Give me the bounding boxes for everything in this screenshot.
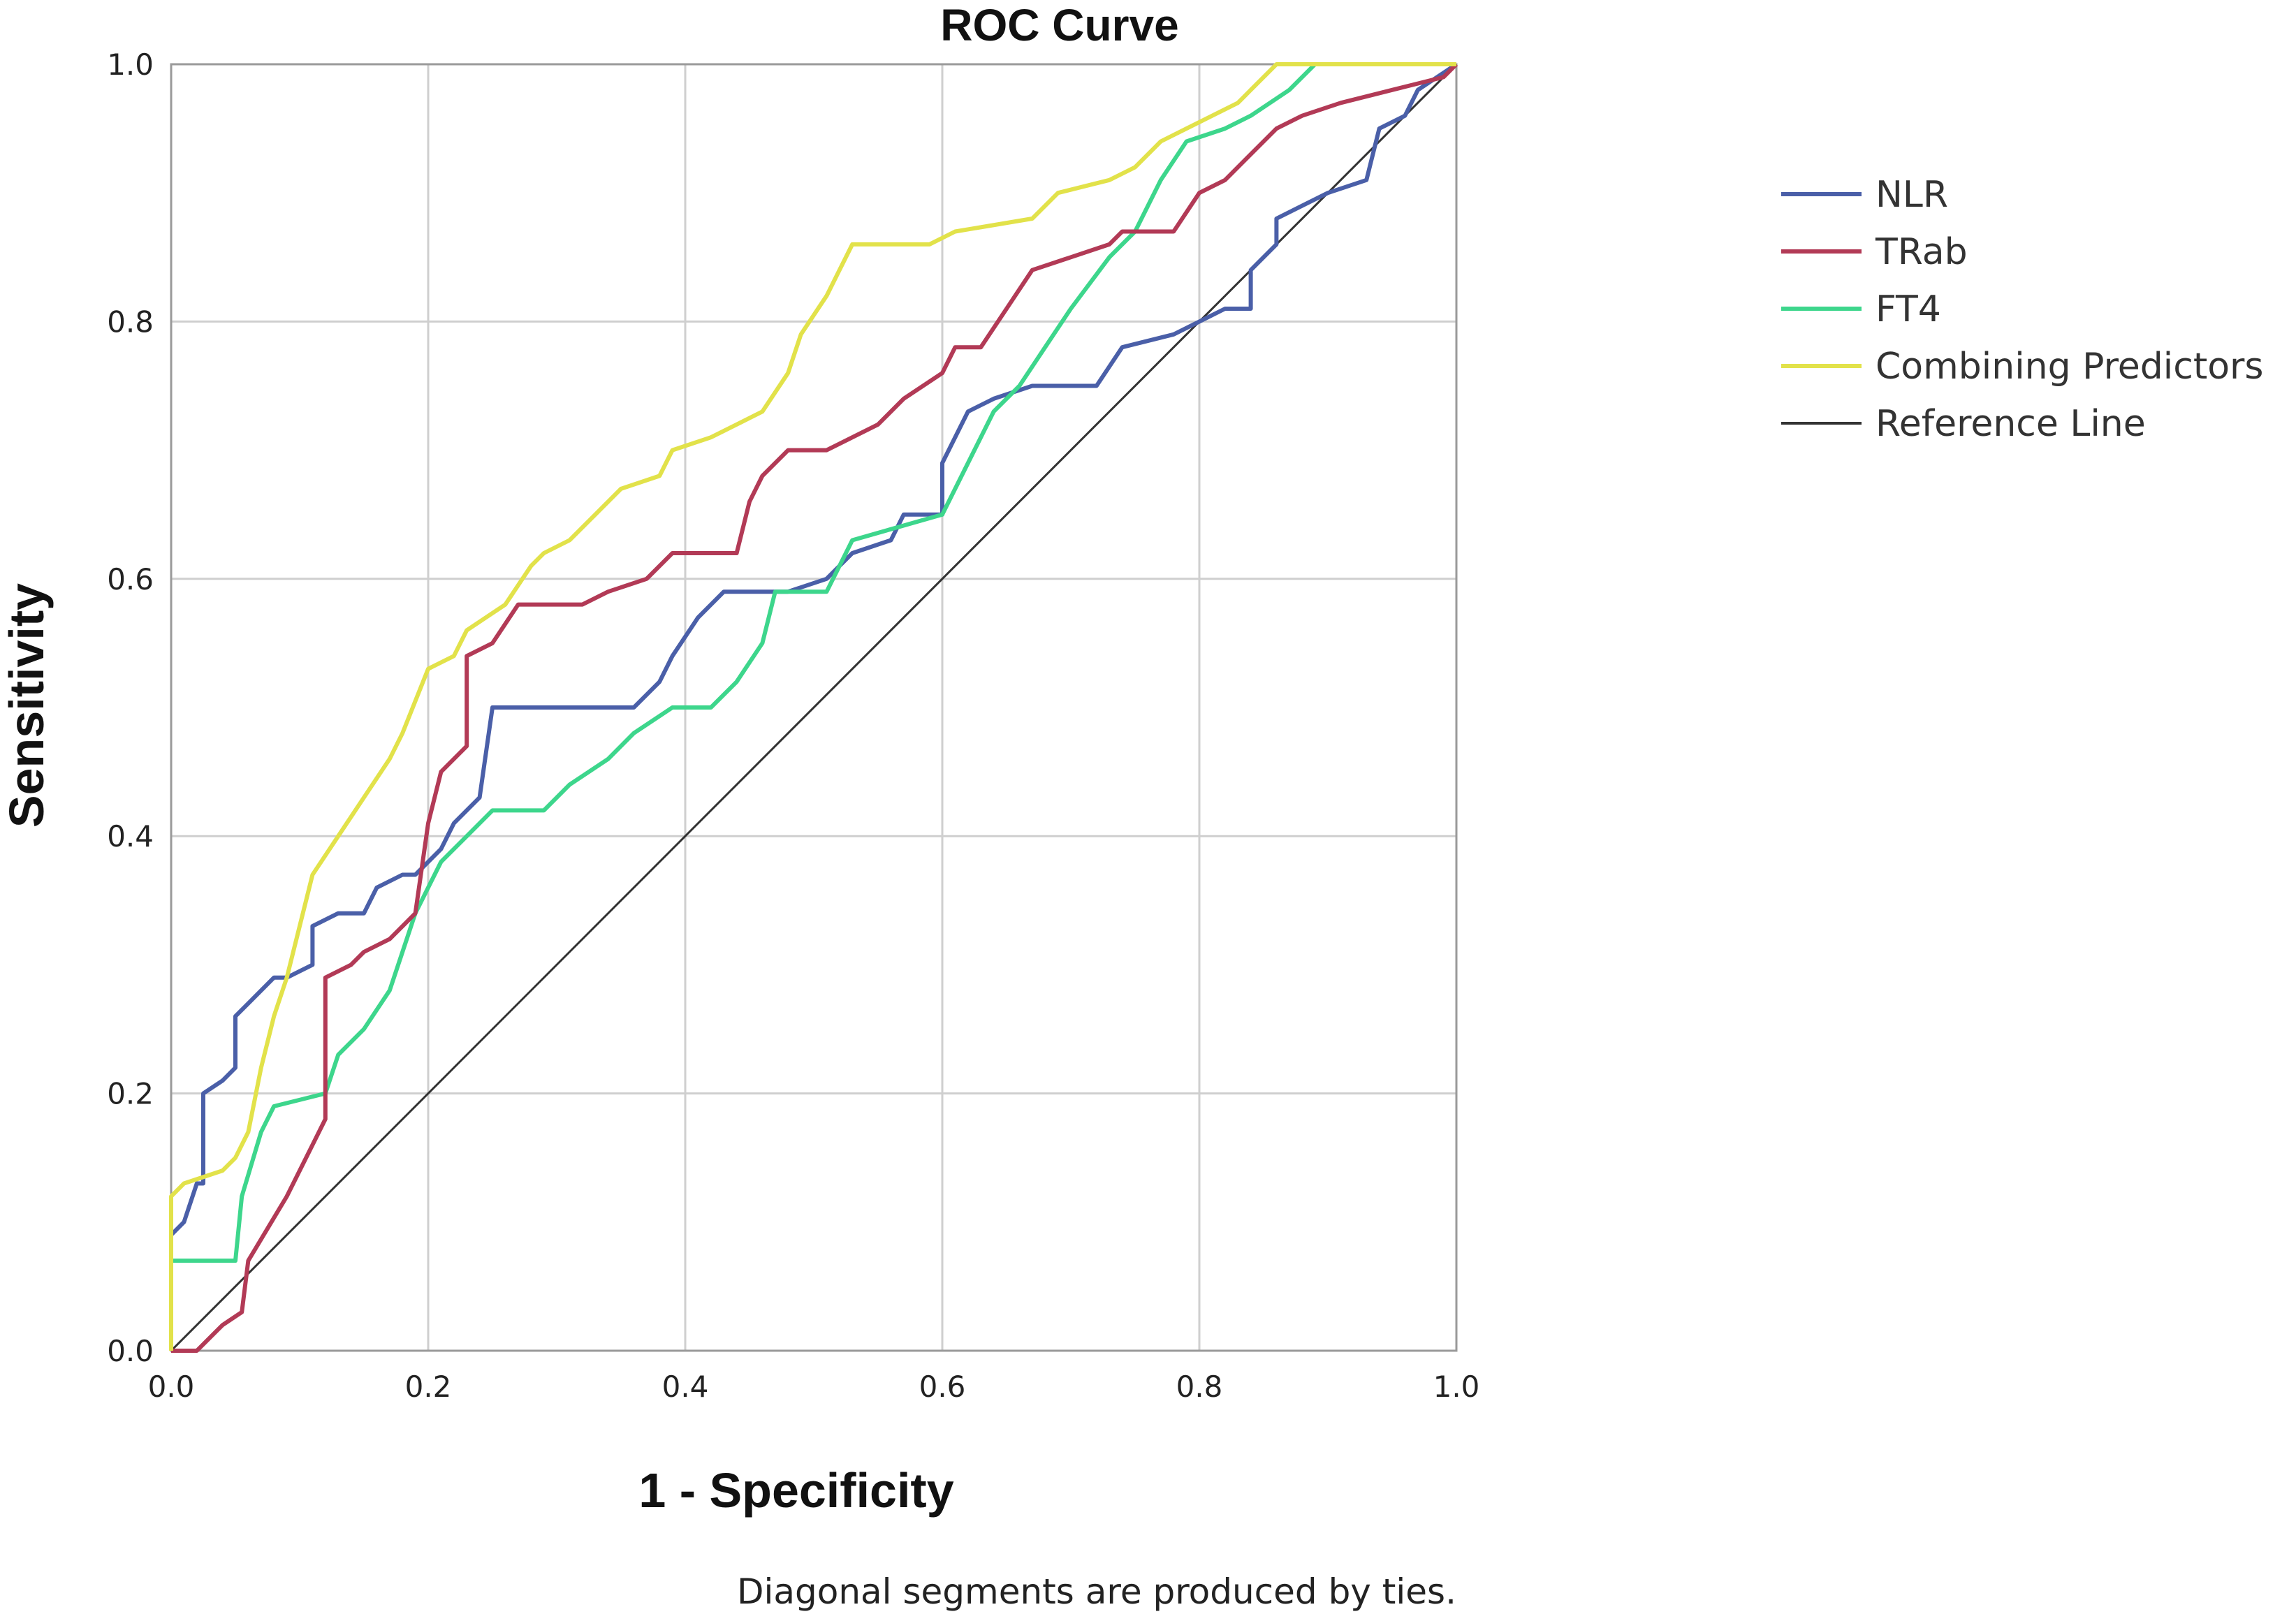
y-tick-label: 0.0 xyxy=(107,1334,154,1368)
y-tick-label: 0.4 xyxy=(107,819,154,853)
legend-label-nlr: NLR xyxy=(1875,174,1948,216)
legend-label-combining-predictors: Combining Predictors xyxy=(1875,346,2264,388)
y-tick-label: 0.2 xyxy=(107,1077,154,1111)
x-tick-label: 0.4 xyxy=(662,1370,709,1404)
tick-labels: 0.0 0.2 0.4 0.6 0.8 1.0 0.0 0.2 0.4 0.6 0.8 1.0 xyxy=(107,47,1479,1404)
x-tick-label: 0.8 xyxy=(1176,1370,1223,1404)
y-tick-label: 1.0 xyxy=(107,47,154,82)
y-tick-label: 0.8 xyxy=(107,305,154,339)
series-line-trab xyxy=(171,62,1458,1353)
series-line-ft4 xyxy=(169,62,1456,1351)
y-tick-label: 0.6 xyxy=(107,562,154,596)
plot-frame xyxy=(170,63,1458,1352)
chart-title: ROC Curve xyxy=(940,0,1178,50)
legend-label-ft4: FT4 xyxy=(1875,288,1941,330)
footnote: Diagonal segments are produced by ties. xyxy=(737,1571,1456,1612)
x-tick-label: 0.0 xyxy=(148,1370,195,1404)
x-tick-label: 0.2 xyxy=(405,1370,452,1404)
legend: NLR TRab FT4 Combining Predictors Reference … xyxy=(1781,174,2264,445)
legend-label-reference-line: Reference Line xyxy=(1875,403,2146,445)
x-axis-title: 1 - Specificity xyxy=(638,1463,953,1518)
series-line-reference-line xyxy=(170,63,1458,1352)
x-tick-label: 1.0 xyxy=(1433,1370,1480,1404)
x-tick-label: 0.6 xyxy=(919,1370,966,1404)
y-axis-title: Sensitivity xyxy=(0,583,54,828)
series-line-combining-predictors xyxy=(169,62,1456,1351)
legend-label-trab: TRab xyxy=(1875,231,1968,273)
series-line-nlr xyxy=(169,62,1458,1351)
series-lines xyxy=(169,62,1458,1353)
